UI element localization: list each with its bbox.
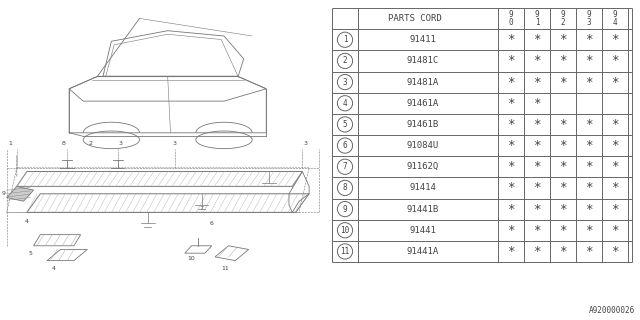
Text: 4: 4 xyxy=(342,99,348,108)
Text: 9
4: 9 4 xyxy=(612,10,618,27)
Text: *: * xyxy=(508,181,515,195)
Text: 2: 2 xyxy=(342,56,348,65)
Text: *: * xyxy=(508,160,515,173)
Text: *: * xyxy=(559,118,567,131)
Text: 3: 3 xyxy=(119,141,123,146)
Text: *: * xyxy=(611,181,619,195)
Text: *: * xyxy=(611,54,619,68)
Polygon shape xyxy=(6,186,34,201)
Text: 2: 2 xyxy=(89,141,93,146)
Text: 91441A: 91441A xyxy=(407,247,439,256)
Text: 9: 9 xyxy=(342,204,348,213)
Text: *: * xyxy=(559,245,567,258)
Text: *: * xyxy=(585,203,593,216)
Text: 8: 8 xyxy=(342,183,348,192)
Text: *: * xyxy=(585,118,593,131)
Text: 91461B: 91461B xyxy=(407,120,439,129)
Text: *: * xyxy=(533,97,541,110)
Text: *: * xyxy=(585,181,593,195)
Text: *: * xyxy=(585,245,593,258)
Text: 11: 11 xyxy=(340,247,349,256)
Text: 10: 10 xyxy=(340,226,349,235)
Text: 6: 6 xyxy=(210,221,214,226)
Text: *: * xyxy=(585,224,593,237)
Text: *: * xyxy=(559,181,567,195)
Text: *: * xyxy=(559,76,567,89)
Text: 91441B: 91441B xyxy=(407,204,439,213)
Text: *: * xyxy=(559,224,567,237)
Text: *: * xyxy=(533,54,541,68)
Text: 9
1: 9 1 xyxy=(534,10,540,27)
Text: *: * xyxy=(559,160,567,173)
Text: *: * xyxy=(611,224,619,237)
Text: *: * xyxy=(533,33,541,46)
Text: 3: 3 xyxy=(342,77,348,87)
Text: 91481C: 91481C xyxy=(407,56,439,65)
Text: *: * xyxy=(508,224,515,237)
Text: 7: 7 xyxy=(200,206,204,211)
Text: PARTS CORD: PARTS CORD xyxy=(388,14,442,23)
Text: *: * xyxy=(508,118,515,131)
Text: 11: 11 xyxy=(221,266,229,270)
Text: *: * xyxy=(508,54,515,68)
Text: 91441: 91441 xyxy=(410,226,436,235)
Text: *: * xyxy=(533,203,541,216)
Text: *: * xyxy=(508,245,515,258)
Text: *: * xyxy=(533,118,541,131)
Text: *: * xyxy=(508,76,515,89)
Text: *: * xyxy=(585,54,593,68)
Text: *: * xyxy=(611,118,619,131)
Text: 91461A: 91461A xyxy=(407,99,439,108)
Text: *: * xyxy=(611,203,619,216)
Text: *: * xyxy=(611,76,619,89)
Text: *: * xyxy=(559,33,567,46)
Text: 91084U: 91084U xyxy=(407,141,439,150)
Text: *: * xyxy=(508,97,515,110)
Text: *: * xyxy=(585,160,593,173)
Text: 91411: 91411 xyxy=(410,35,436,44)
Text: 4: 4 xyxy=(25,219,29,224)
Text: 9
0: 9 0 xyxy=(509,10,513,27)
Text: 6: 6 xyxy=(342,141,348,150)
Text: *: * xyxy=(559,54,567,68)
Text: A920000026: A920000026 xyxy=(589,306,635,315)
Text: *: * xyxy=(585,139,593,152)
Text: *: * xyxy=(533,160,541,173)
Text: 91162Q: 91162Q xyxy=(407,162,439,171)
Text: *: * xyxy=(585,76,593,89)
Text: 4: 4 xyxy=(52,266,56,270)
Text: *: * xyxy=(611,245,619,258)
Text: 3: 3 xyxy=(304,141,308,146)
Text: *: * xyxy=(533,245,541,258)
Text: 5: 5 xyxy=(342,120,348,129)
Text: *: * xyxy=(533,76,541,89)
Text: 7: 7 xyxy=(342,162,348,171)
Text: 8: 8 xyxy=(62,141,66,146)
Text: *: * xyxy=(559,139,567,152)
Text: *: * xyxy=(611,160,619,173)
Text: 9: 9 xyxy=(1,191,5,196)
Text: *: * xyxy=(585,33,593,46)
Text: 10: 10 xyxy=(188,256,195,261)
Text: 91481A: 91481A xyxy=(407,77,439,87)
Text: 1: 1 xyxy=(342,35,348,44)
Text: 9
2: 9 2 xyxy=(561,10,565,27)
Text: 91414: 91414 xyxy=(410,183,436,192)
Text: *: * xyxy=(611,33,619,46)
Text: 5: 5 xyxy=(28,251,32,256)
Text: *: * xyxy=(533,139,541,152)
Text: *: * xyxy=(559,203,567,216)
Text: *: * xyxy=(611,139,619,152)
Text: *: * xyxy=(533,224,541,237)
Text: 3: 3 xyxy=(173,141,177,146)
Text: *: * xyxy=(508,203,515,216)
Text: 9
3: 9 3 xyxy=(587,10,591,27)
Text: *: * xyxy=(508,139,515,152)
Text: *: * xyxy=(508,33,515,46)
Text: 1: 1 xyxy=(8,141,12,146)
Text: *: * xyxy=(533,181,541,195)
